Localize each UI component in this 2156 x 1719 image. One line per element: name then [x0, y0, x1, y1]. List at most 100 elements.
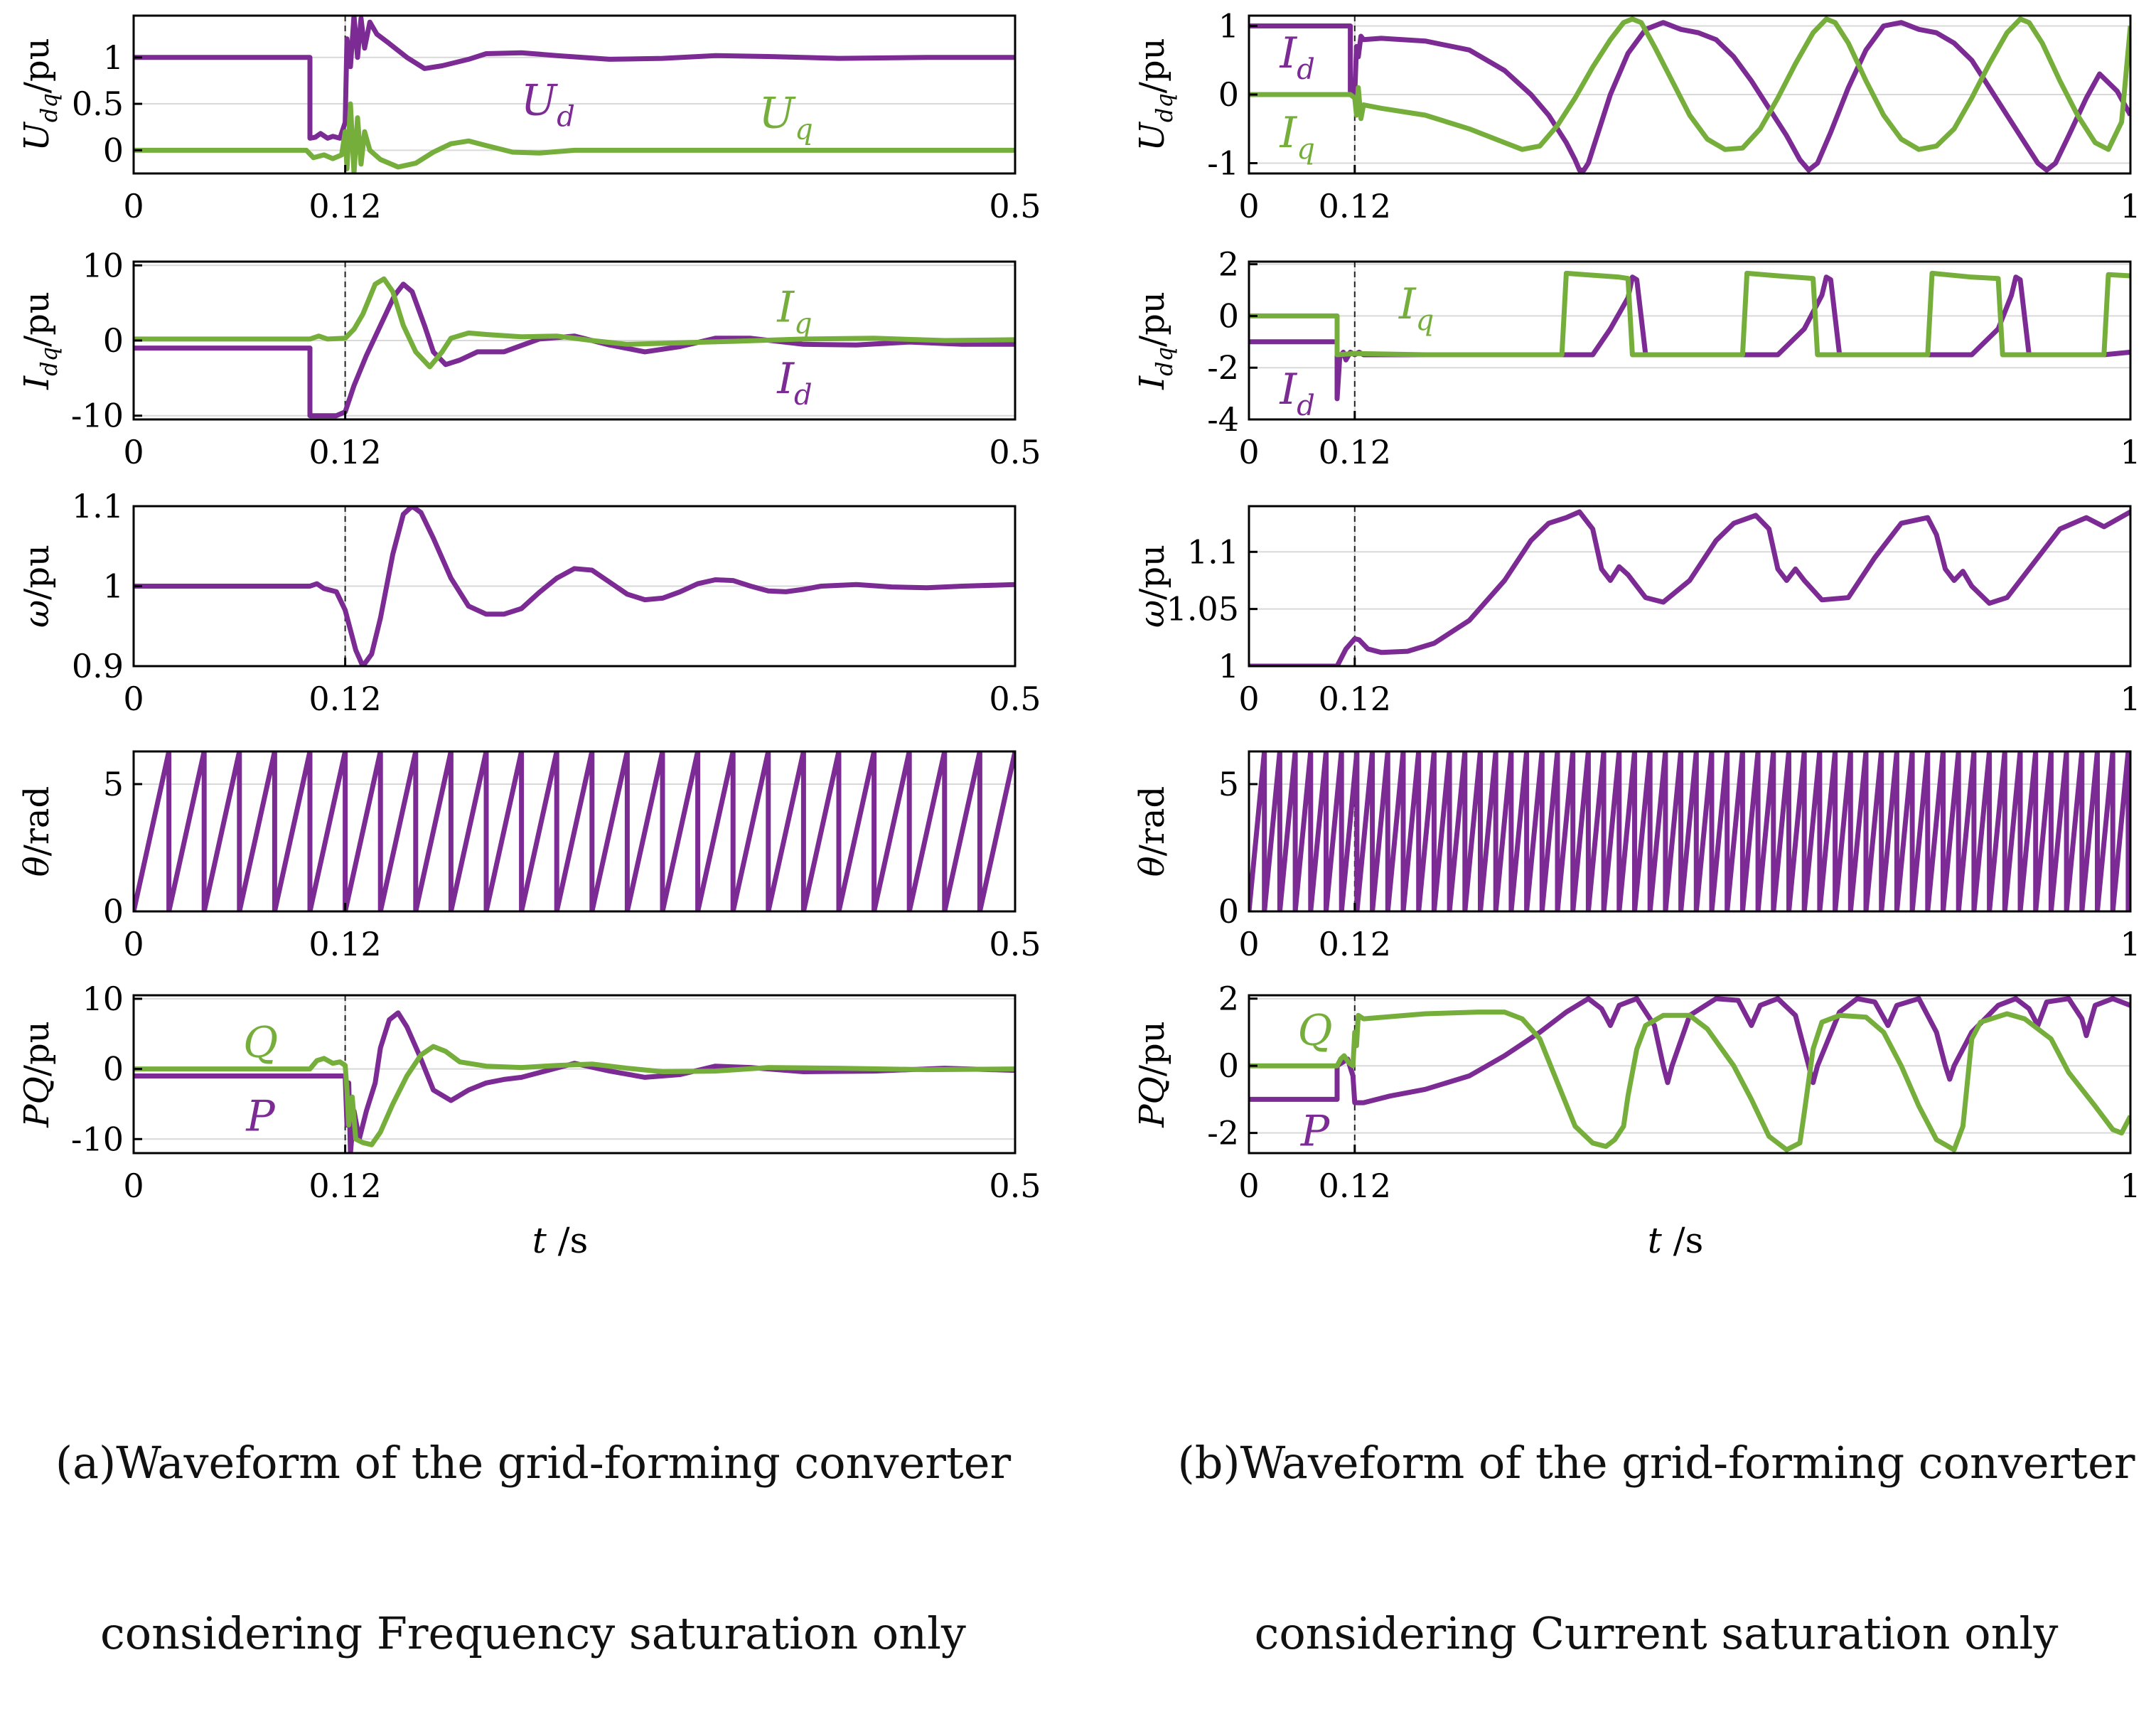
x-tick-label: 0.12 [1319, 433, 1391, 471]
x-tick-label: 1 [2120, 433, 2140, 471]
y-tick-label: 5 [1218, 765, 1239, 803]
x-tick-label: 0.5 [989, 680, 1041, 718]
x-tick-label: 0.12 [309, 433, 381, 471]
y-tick-label: 0 [1218, 296, 1239, 335]
y-tick-label: -4 [1207, 400, 1239, 439]
x-tick-label: 0.5 [989, 925, 1041, 963]
y-tick-label: 0 [1218, 892, 1239, 931]
axes-frame [132, 994, 1017, 1155]
axes-frame [1248, 505, 2132, 668]
x-tick-label: 0.12 [309, 187, 381, 225]
series-Id [1249, 274, 2130, 402]
y-tick-label: 10 [82, 246, 124, 284]
x-tick-label: 0.12 [309, 925, 381, 963]
series-annotation: P [245, 1092, 276, 1142]
series-annotation: Id [1280, 365, 1315, 422]
x-tick-label: 1 [2120, 187, 2140, 225]
y-axis-label: ω/pu [1132, 545, 1172, 628]
series-Uq [134, 101, 1015, 173]
y-tick-label: 2 [1218, 980, 1239, 1018]
y-axis-label: Udq/pu [1132, 38, 1178, 151]
y-tick-label: 1.05 [1167, 590, 1239, 628]
caption-a-line2: considering Frequency saturation only [100, 1607, 966, 1659]
y-axis-label: Idq/pu [17, 291, 63, 390]
y-tick-label: -1 [1207, 144, 1239, 183]
x-tick-label: 0.12 [1319, 925, 1391, 963]
x-tick-label: 0.5 [989, 187, 1041, 225]
x-tick-label: 0.12 [309, 1167, 381, 1205]
y-axis-label: PQ/pu [17, 1021, 57, 1128]
series-Q [1249, 1010, 2130, 1152]
y-tick-label: 5 [103, 765, 124, 803]
series-annotation: Iq [1280, 108, 1315, 166]
caption-b-line1: (b)Waveform of the grid-forming converte… [1177, 1437, 2135, 1489]
panel-b-udq: 0 0.12 1 1 0 -1 Udq/pu Id Iq [1132, 6, 2141, 225]
panel-b-omega: 0 0.12 1 1.1 1.05 1 ω/pu [1132, 505, 2141, 718]
y-tick-label: -2 [1207, 348, 1239, 387]
x-tick-label: 0.12 [1319, 1167, 1391, 1205]
series-annotation: Iq [776, 283, 812, 341]
series-Iq [134, 276, 1015, 370]
series-Ud [1249, 20, 2130, 173]
caption-a: (a)Waveform of the grid-forming converte… [28, 1321, 1038, 1719]
y-axis-label: Udq/pu [17, 38, 63, 151]
series-annotation: Iq [1398, 279, 1434, 337]
series-annotation: P [1300, 1107, 1331, 1157]
x-axis-label: t /s [532, 1220, 589, 1261]
series-θ [134, 751, 1015, 911]
series-ω [134, 506, 1015, 666]
panel-a-omega: 0 0.12 0.5 1.1 1 0.9 ω/pu [17, 487, 1041, 718]
x-tick-label: 0.12 [1319, 187, 1391, 225]
panel-a-theta: 0 0.12 0.5 5 0 θ/rad [17, 750, 1041, 963]
panel-a-pq: 0 0.12 0.5 10 0 -10 PQ/pu t /s QP [17, 980, 1041, 1261]
x-tick-label: 0 [1238, 433, 1259, 471]
series-Uq [1249, 16, 2130, 152]
caption-b-line2: considering Current saturation only [1254, 1607, 2059, 1659]
x-axis-label: t /s [1648, 1220, 1704, 1261]
y-tick-label: 1 [103, 567, 124, 606]
x-tick-label: 0.5 [989, 433, 1041, 471]
panel-b-idq: 0 0.12 1 2 0 -2 -4 Idq/pu Iq Id [1132, 245, 2141, 471]
x-tick-label: 0.5 [989, 1167, 1041, 1205]
y-tick-label: 1.1 [72, 487, 124, 525]
x-tick-label: 1 [2120, 1167, 2140, 1205]
series-Iq [1249, 270, 2130, 358]
series-annotation: Uq [759, 89, 813, 146]
axes-frame [1248, 260, 2132, 421]
x-tick-label: 0 [1238, 925, 1259, 963]
caption-a-line1: (a)Waveform of the grid-forming converte… [55, 1437, 1012, 1489]
y-tick-label: 0 [103, 321, 124, 360]
caption-b: (b)Waveform of the grid-forming converte… [1152, 1321, 2156, 1719]
series-annotation: Ud [521, 75, 575, 133]
series-Ud [134, 16, 1015, 141]
x-tick-label: 0 [123, 187, 144, 225]
axes-frame [132, 750, 1017, 913]
axes-frame [132, 14, 1017, 175]
y-axis-label: PQ/pu [1132, 1021, 1172, 1128]
x-tick-label: 0 [1238, 1167, 1259, 1205]
x-tick-label: 0.12 [1319, 680, 1391, 718]
y-tick-label: 0 [103, 892, 124, 931]
y-tick-label: -10 [71, 397, 124, 435]
y-tick-label: -2 [1207, 1114, 1239, 1152]
panel-b-pq: 0 0.12 1 2 0 -2 PQ/pu t /s Q P [1132, 980, 2141, 1261]
y-tick-label: 0 [103, 131, 124, 169]
y-tick-label: 2 [1218, 245, 1239, 284]
series-θ [1249, 751, 2130, 911]
axes-frame [1248, 750, 2132, 913]
series-Q [134, 1044, 1015, 1147]
y-tick-label: 0.9 [72, 647, 124, 685]
series-annotation: Q [243, 1018, 278, 1068]
axes-frame [1248, 994, 2132, 1155]
x-tick-label: 0 [123, 680, 144, 718]
panel-a-udq: 0 0.12 0.5 1 0.5 0 Udq/pu Ud Uq [17, 14, 1041, 225]
y-tick-label: -10 [71, 1120, 124, 1158]
series-ω [1249, 509, 2130, 666]
y-tick-label: 0 [1218, 75, 1239, 114]
x-tick-label: 0 [1238, 680, 1259, 718]
y-axis-label: θ/rad [17, 786, 57, 877]
series-annotation: Id [1280, 28, 1315, 86]
panel-b-theta: 0 0.12 1 5 0 θ/rad [1132, 750, 2141, 963]
